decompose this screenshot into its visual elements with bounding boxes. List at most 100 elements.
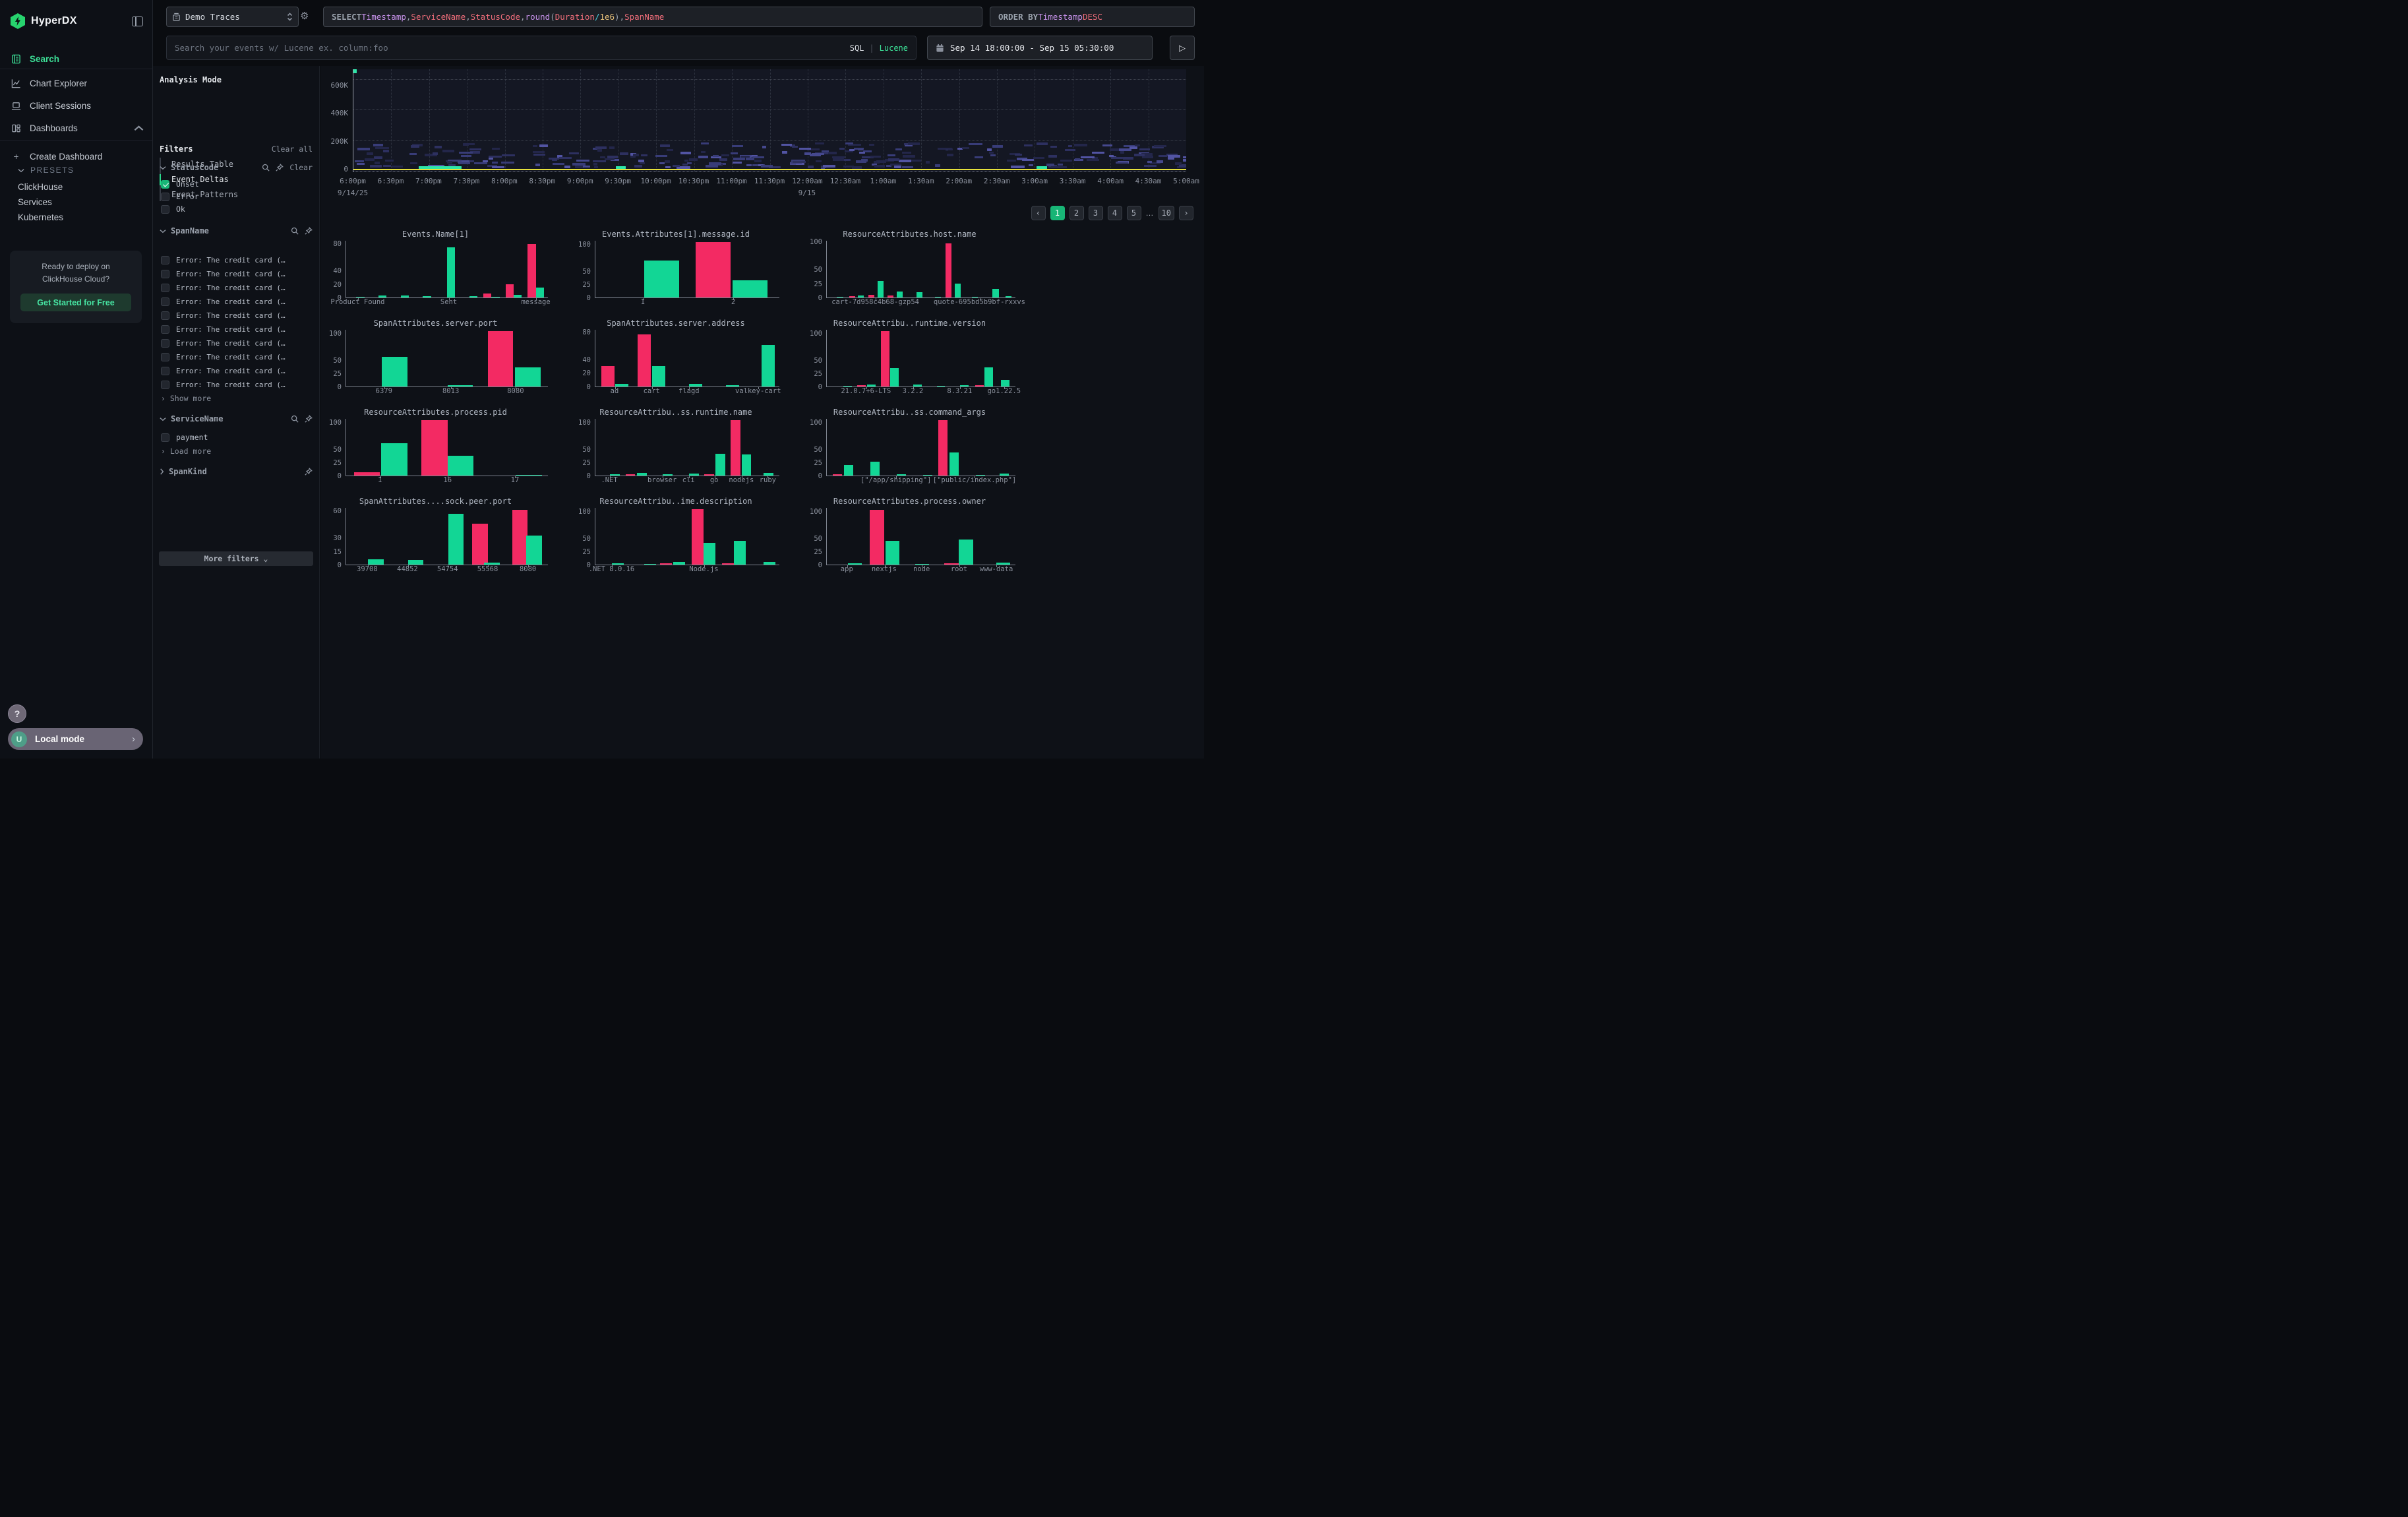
filter-option-error-the-credit-card-[interactable]: Error: The credit card (…: [161, 270, 286, 278]
pagination-page-5[interactable]: 5: [1126, 206, 1141, 220]
pagination-arrow[interactable]: ›: [1179, 206, 1193, 220]
load-more-button[interactable]: › Load more: [161, 447, 212, 456]
checkbox[interactable]: [161, 204, 169, 214]
checkbox[interactable]: [161, 353, 169, 361]
collapse-sidebar-icon[interactable]: [132, 16, 143, 26]
sidebar-item-clickhouse[interactable]: ClickHouse: [18, 182, 63, 192]
filter-option-error-the-credit-card-[interactable]: Error: The credit card (…: [161, 311, 286, 320]
pagination-page-1[interactable]: 1: [1050, 206, 1065, 220]
spanname-section-header[interactable]: SpanName: [160, 226, 313, 235]
filter-option-unset[interactable]: Unset: [161, 179, 199, 189]
pin-icon[interactable]: [305, 468, 313, 476]
mini-chart-title: ResourceAttributes.host.name: [843, 230, 977, 239]
sidebar-item-chart-explorer[interactable]: Chart Explorer: [0, 75, 152, 92]
analysis-mode-event-deltas[interactable]: Event Deltas: [171, 175, 229, 184]
local-mode-menu[interactable]: U Local mode ›: [8, 728, 143, 750]
pagination-page-2[interactable]: 2: [1069, 206, 1084, 220]
gridline: [921, 69, 922, 171]
checkbox[interactable]: [161, 179, 169, 189]
mini-chart[interactable]: ResourceAttribu..ss.command_args 0 25 50 100…: [802, 408, 1017, 487]
mini-chart[interactable]: ResourceAttribu..ss.runtime.name 0 25 50 100…: [571, 408, 781, 487]
analysis-mode-results-table[interactable]: Results Table: [171, 160, 233, 169]
sql-toggle[interactable]: SQL: [849, 43, 864, 53]
sidebar-item-services[interactable]: Services: [18, 197, 52, 207]
heat-cell: [792, 160, 806, 164]
filter-option-error-the-credit-card-[interactable]: Error: The credit card (…: [161, 284, 286, 292]
pin-icon[interactable]: [305, 415, 313, 423]
checkbox[interactable]: [161, 311, 169, 320]
presets-toggle[interactable]: PRESETS: [18, 166, 75, 175]
checkbox[interactable]: [161, 339, 169, 348]
mini-chart[interactable]: SpanAttributes....sock.peer.port 0 15 30 60 3…: [322, 497, 549, 576]
pagination-page-10[interactable]: 10: [1158, 206, 1174, 220]
filter-option-error-the-credit-card-[interactable]: Error: The credit card (…: [161, 367, 286, 375]
mini-chart[interactable]: ResourceAttribu..runtime.version 0 25 50 100…: [802, 319, 1021, 398]
date-range-picker[interactable]: Sep 14 18:00:00 - Sep 15 05:30:00: [927, 36, 1153, 60]
analysis-mode-event-patterns[interactable]: Event Patterns: [171, 190, 239, 199]
checkbox[interactable]: [161, 256, 169, 264]
clear-all-button[interactable]: Clear all: [271, 144, 313, 154]
filter-option-error[interactable]: Error: [161, 192, 199, 201]
pin-icon[interactable]: [305, 227, 313, 235]
sidebar-item-client-sessions[interactable]: Client Sessions: [0, 97, 152, 114]
mini-chart[interactable]: ResourceAttributes.process.pid 0 25 50 100 1 1…: [322, 408, 549, 487]
help-button[interactable]: ?: [8, 704, 26, 723]
select-query-input[interactable]: SELECT Timestamp, ServiceName, StatusCod…: [323, 7, 982, 27]
mini-chart[interactable]: Events.Attributes[1].message.id 0 25 50 100 1…: [571, 230, 781, 309]
filter-option-error-the-credit-card-[interactable]: Error: The credit card (…: [161, 297, 286, 306]
create-dashboard-button[interactable]: + Create Dashboard: [0, 148, 152, 165]
pagination-arrow[interactable]: ‹: [1031, 206, 1046, 220]
mini-ytick: 0: [337, 294, 342, 302]
filter-option-payment[interactable]: payment: [161, 433, 208, 442]
events-heatmap[interactable]: [353, 69, 1186, 172]
checkbox[interactable]: [161, 192, 169, 201]
filter-option-error-the-credit-card-[interactable]: Error: The credit card (…: [161, 325, 286, 334]
search-input[interactable]: Search your events w/ Lucene ex. column:…: [166, 36, 917, 60]
checkbox[interactable]: [161, 325, 169, 334]
pagination-page-3[interactable]: 3: [1088, 206, 1103, 220]
sidebar-item-kubernetes[interactable]: Kubernetes: [18, 212, 64, 222]
pagination-page-4[interactable]: 4: [1107, 206, 1122, 220]
run-query-button[interactable]: ▷: [1170, 36, 1195, 60]
statuscode-clear-button[interactable]: Clear: [289, 163, 313, 172]
order-by-input[interactable]: ORDER BY Timestamp DESC: [990, 7, 1195, 27]
mini-chart[interactable]: Events.Name[1] 0 20 40 80 Product Found Sent me…: [322, 230, 550, 309]
search-icon[interactable]: [262, 164, 270, 171]
mini-chart[interactable]: ResourceAttributes.process.owner 0 25 50 100…: [802, 497, 1017, 576]
checkbox[interactable]: [161, 367, 169, 375]
bar: [868, 294, 875, 297]
statuscode-section-header[interactable]: StatusCode Clear: [160, 163, 313, 172]
bar: [870, 461, 880, 476]
spankind-section-header[interactable]: SpanKind: [160, 467, 313, 476]
search-icon[interactable]: [291, 415, 299, 423]
filter-option-error-the-credit-card-[interactable]: Error: The credit card (…: [161, 381, 286, 389]
search-icon[interactable]: [291, 227, 299, 235]
show-more-button[interactable]: › Show more: [161, 394, 212, 403]
checkbox[interactable]: [161, 270, 169, 278]
sidebar-item-search[interactable]: Search: [0, 50, 152, 67]
filter-option-error-the-credit-card-[interactable]: Error: The credit card (…: [161, 256, 286, 264]
more-filters-button[interactable]: More filters ⌄: [159, 551, 313, 566]
get-started-button[interactable]: Get Started for Free: [20, 294, 131, 311]
mini-ytick: 80: [333, 240, 342, 249]
sidebar-item-dashboards[interactable]: Dashboards: [0, 119, 152, 137]
servicename-section-header[interactable]: ServiceName: [160, 414, 313, 423]
mini-chart[interactable]: ResourceAttribu..ime.description 0 25 50 100…: [571, 497, 781, 576]
checkbox[interactable]: [161, 381, 169, 389]
mini-xtick-label: .NET: [601, 476, 618, 484]
mini-chart[interactable]: ResourceAttributes.host.name 0 25 50 100 cart…: [802, 230, 1025, 309]
filter-option-error-the-credit-card-[interactable]: Error: The credit card (…: [161, 353, 286, 361]
gear-icon[interactable]: ⚙: [300, 11, 309, 22]
checkbox[interactable]: [161, 297, 169, 306]
filter-option-error-the-credit-card-[interactable]: Error: The credit card (…: [161, 339, 286, 348]
lucene-toggle[interactable]: Lucene: [879, 43, 908, 53]
mini-chart[interactable]: SpanAttributes.server.address 0 20 40 80 ad ca…: [571, 319, 781, 398]
heat-cell: [605, 158, 615, 161]
filter-option-ok[interactable]: Ok: [161, 204, 185, 214]
checkbox[interactable]: [161, 433, 169, 442]
pin-icon[interactable]: [276, 164, 284, 171]
checkbox[interactable]: [161, 284, 169, 292]
mini-chart[interactable]: SpanAttributes.server.port 0 25 50 100 6379 80…: [322, 319, 549, 398]
mini-ytick: 25: [814, 280, 822, 288]
source-select[interactable]: Demo Traces: [166, 7, 299, 27]
